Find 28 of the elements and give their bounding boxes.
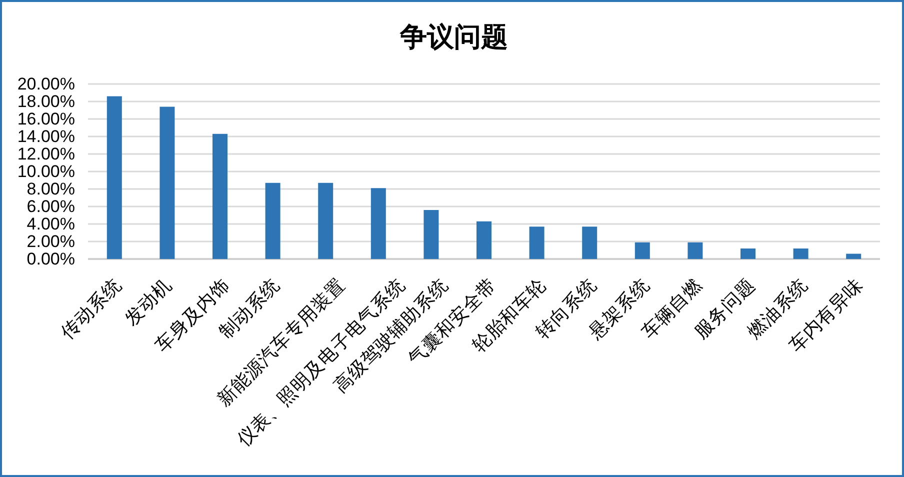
y-tick-label: 18.00% xyxy=(17,92,75,111)
y-tick-label: 0.00% xyxy=(26,250,75,268)
y-tick-label: 6.00% xyxy=(26,197,75,216)
y-tick-label: 8.00% xyxy=(26,180,75,198)
bar xyxy=(688,242,703,259)
bar xyxy=(740,248,756,259)
y-tick-label: 12.00% xyxy=(17,144,75,164)
y-tick-label: 16.00% xyxy=(17,110,75,128)
y-tick-label: 10.00% xyxy=(17,162,75,181)
bar xyxy=(476,221,492,259)
y-tick-label: 2.00% xyxy=(26,232,75,251)
bar xyxy=(106,96,122,259)
bar xyxy=(793,248,808,259)
y-tick-label: 14.00% xyxy=(17,127,75,146)
bar xyxy=(582,226,598,259)
bar xyxy=(212,134,228,259)
chart-title: 争议问题 xyxy=(399,22,508,52)
x-tick-label: 传动系统 xyxy=(57,274,126,344)
bar xyxy=(265,182,280,259)
bar xyxy=(370,188,386,259)
bar xyxy=(424,210,439,259)
bar xyxy=(846,254,862,259)
y-tick-label: 20.00% xyxy=(17,74,75,94)
y-tick-label: 4.00% xyxy=(26,214,75,234)
bar xyxy=(529,226,544,259)
bar xyxy=(634,242,650,259)
bar xyxy=(318,182,334,259)
bar xyxy=(160,106,175,259)
